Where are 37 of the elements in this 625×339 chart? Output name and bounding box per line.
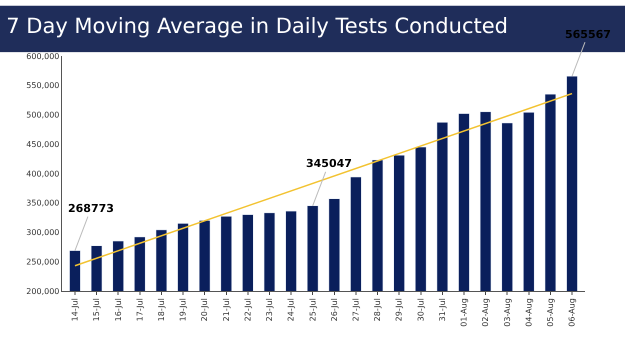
data-label: 345047	[306, 157, 352, 170]
y-tick-label: 550,000	[26, 81, 60, 90]
y-tick-label: 250,000	[26, 257, 60, 266]
x-tick-label: 01-Aug	[460, 298, 469, 327]
x-tick-label: 19-Jul	[178, 298, 188, 322]
y-tick-label: 200,000	[26, 286, 60, 296]
x-tick-label: 25-Jul	[308, 298, 318, 322]
x-tick-label: 24-Jul	[286, 298, 296, 322]
y-tick-label: 450,000	[26, 140, 60, 149]
x-tick-label: 15-Jul	[92, 298, 102, 322]
x-tick-label: 06-Aug	[568, 298, 577, 327]
data-label: 565567	[565, 28, 611, 41]
x-tick-label: 31-Jul	[438, 298, 447, 322]
x-tick-label: 18-Jul	[157, 298, 166, 322]
data-label: 268773	[68, 202, 114, 215]
y-tick-label: 350,000	[26, 198, 60, 208]
y-tick-label: 600,000	[26, 52, 60, 61]
x-tick-label: 28-Jul	[373, 298, 382, 322]
x-tick-label: 27-Jul	[352, 298, 361, 322]
x-tick-label: 30-Jul	[416, 298, 426, 322]
x-tick-label: 29-Jul	[394, 298, 404, 322]
x-tick-label: 05-Aug	[546, 298, 556, 327]
x-tick-label: 03-Aug	[502, 298, 512, 327]
x-tick-label: 02-Aug	[481, 298, 490, 327]
x-tick-label: 04-Aug	[524, 298, 534, 327]
y-tick-label: 400,000	[26, 169, 60, 178]
x-tick-label: 21-Jul	[222, 298, 231, 322]
x-tick-label: 20-Jul	[200, 298, 210, 322]
x-tick-label: 14-Jul	[70, 298, 80, 322]
x-tick-label: 17-Jul	[135, 298, 144, 322]
chart-title: 7 Day Moving Average in Daily Tests Conducted	[6, 14, 508, 38]
y-tick-label: 300,000	[26, 228, 60, 238]
x-tick-label: 23-Jul	[265, 298, 274, 322]
x-tick-label: 16-Jul	[114, 298, 123, 322]
x-tick-label: 26-Jul	[330, 298, 339, 322]
y-tick-label: 500,000	[26, 110, 60, 120]
x-tick-label: 22-Jul	[243, 298, 252, 322]
